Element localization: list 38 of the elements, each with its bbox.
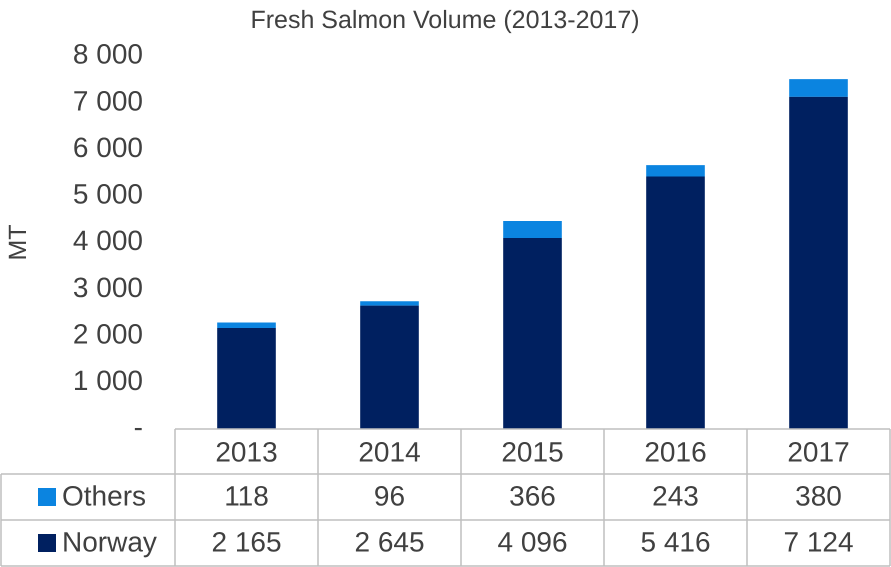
y-axis-title: MT xyxy=(4,224,32,261)
y-tick-label: 2 000 xyxy=(72,318,143,350)
bar xyxy=(646,165,705,176)
data-label: 2 165 xyxy=(211,526,282,558)
legend-label: Others xyxy=(62,480,146,512)
chart-title: Fresh Salmon Volume (2013-2017) xyxy=(250,6,640,34)
x-tick-label: 2014 xyxy=(358,436,421,468)
bar xyxy=(789,79,848,97)
data-label: 7 124 xyxy=(783,526,854,558)
data-label: 96 xyxy=(374,480,406,512)
x-tick-label: 2013 xyxy=(215,436,278,468)
bar xyxy=(360,301,419,306)
bar xyxy=(217,322,276,328)
bar xyxy=(217,328,276,429)
x-tick-label: 2017 xyxy=(787,436,850,468)
bar xyxy=(646,176,705,429)
data-label: 380 xyxy=(795,480,842,512)
y-tick-label: 7 000 xyxy=(72,85,143,116)
x-tick-label: 2015 xyxy=(501,436,564,468)
y-tick-label: 4 000 xyxy=(72,225,143,256)
y-tick-label: 1 000 xyxy=(72,365,143,396)
data-label: 5 416 xyxy=(640,526,711,558)
x-tick-label: 2016 xyxy=(644,436,707,468)
data-label: 243 xyxy=(652,480,699,512)
y-tick-label: 8 000 xyxy=(72,38,143,70)
bar xyxy=(503,220,562,238)
y-tick-label: - xyxy=(134,412,143,443)
data-label: 2 645 xyxy=(354,526,425,558)
y-tick-label: 5 000 xyxy=(72,178,143,210)
data-label: 118 xyxy=(224,480,269,512)
bar xyxy=(503,238,562,429)
legend-label: Norway xyxy=(62,526,157,558)
bar xyxy=(789,96,848,429)
data-label: 4 096 xyxy=(497,526,568,558)
data-label: 366 xyxy=(509,480,556,512)
y-tick-label: 3 000 xyxy=(72,272,143,303)
bar xyxy=(360,306,419,429)
y-tick-label: 6 000 xyxy=(72,132,143,163)
